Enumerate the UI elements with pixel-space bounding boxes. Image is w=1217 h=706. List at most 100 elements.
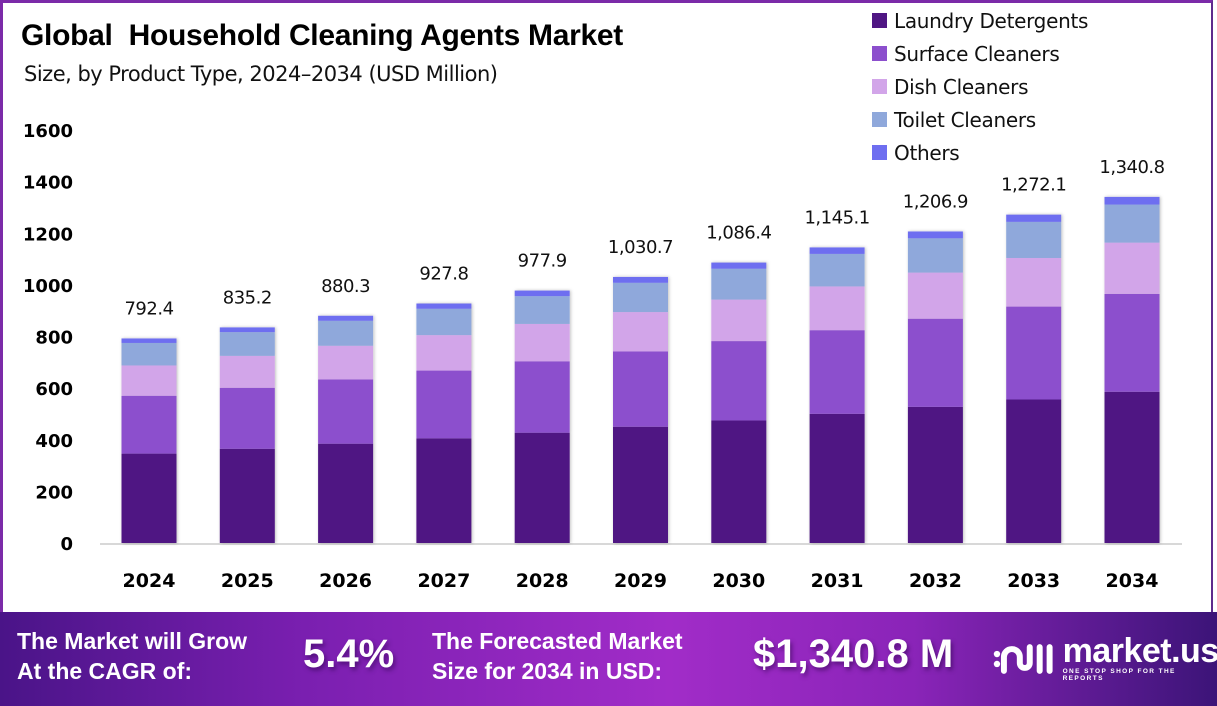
total-data-label: 927.8 (419, 264, 468, 285)
bar-segment (711, 420, 767, 543)
bar-segment (318, 443, 374, 543)
bars (121, 196, 1160, 543)
x-tick-label: 2027 (417, 570, 470, 592)
y-tick-label: 400 (35, 431, 73, 452)
bar-segment (1104, 293, 1160, 392)
forecast-caption-line2: Size for 2034 in USD: (432, 658, 663, 684)
cagr-caption-line1: The Market will Grow (17, 628, 248, 654)
bar-stack (121, 338, 177, 543)
bar-segment (1104, 242, 1160, 294)
bar-segment (809, 253, 865, 287)
bar-segment (907, 318, 963, 407)
bar-segment (219, 332, 275, 356)
total-labels: 792.4 835.2 880.3 927.8 977.9 1,030.7 1,086.4 1… (124, 157, 1165, 320)
bar-stack (613, 276, 668, 543)
bar-segment (318, 315, 374, 321)
x-tick-label: 2034 (1106, 570, 1159, 592)
legend-swatch (872, 112, 887, 127)
bar-segment (613, 276, 668, 283)
bar-segment (514, 290, 570, 297)
bar-segment (514, 432, 570, 543)
x-tick-label: 2029 (614, 570, 667, 592)
legend-item: Surface Cleaners (872, 37, 1088, 70)
total-data-label: 1,206.9 (903, 191, 968, 212)
bar-segment (809, 247, 865, 254)
bar-segment (416, 308, 472, 336)
bar-segment (219, 387, 275, 449)
total-data-label: 1,272.1 (1001, 175, 1066, 196)
bar-segment (907, 406, 963, 543)
bar-segment (416, 303, 472, 309)
x-tick-label: 2028 (516, 570, 569, 592)
bar-segment (907, 272, 963, 319)
bar-segment (711, 341, 767, 421)
forecast-value: $1,340.8 M (753, 632, 954, 676)
total-data-label: 1,145.1 (804, 207, 869, 228)
y-tick-label: 1600 (23, 121, 73, 142)
bar-segment (416, 335, 472, 371)
cagr-caption: The Market will Grow At the CAGR of: (17, 626, 247, 686)
bar-stack (416, 303, 472, 543)
bar-segment (613, 351, 668, 427)
bar-segment (121, 365, 177, 396)
total-data-label: 977.9 (518, 251, 567, 272)
legend-swatch (872, 46, 887, 61)
bar-segment (1006, 221, 1062, 258)
y-tick-label: 1400 (23, 173, 73, 194)
y-axis: 0 200 400 600 800 1000 1200 1400 1600 (23, 121, 73, 555)
legend-swatch (872, 13, 887, 28)
legend-item: Toilet Cleaners (872, 103, 1088, 136)
logo-name: market.us (1062, 632, 1217, 670)
bar-segment (1104, 204, 1160, 243)
y-tick-label: 800 (35, 328, 73, 349)
bar-segment (514, 323, 570, 362)
bar-segment (121, 342, 177, 366)
bar-segment (121, 338, 177, 343)
bar-segment (711, 262, 767, 269)
legend-item: Laundry Detergents (872, 4, 1088, 37)
bar-stack (219, 327, 275, 543)
x-tick-label: 2032 (909, 570, 962, 592)
forecast-caption: The Forecasted Market Size for 2034 in U… (432, 626, 683, 686)
logo-tagline: ONE STOP SHOP FOR THE REPORTS (1062, 668, 1176, 682)
bar-segment (219, 355, 275, 388)
x-tick-label: 2033 (1007, 570, 1060, 592)
legend-label: Surface Cleaners (894, 41, 1060, 66)
market-us-logo-icon (993, 644, 1053, 674)
y-tick-label: 600 (35, 379, 73, 400)
bar-segment (318, 379, 374, 444)
y-tick-label: 1200 (23, 224, 73, 245)
legend-swatch (872, 145, 887, 160)
bar-segment (809, 286, 865, 331)
x-tick-label: 2030 (712, 570, 765, 592)
legend-label: Others (894, 140, 960, 165)
chart-title: Global Household Cleaning Agents Market (21, 19, 623, 52)
chart-subtitle: Size, by Product Type, 2024–2034 (USD Mi… (24, 62, 498, 86)
x-tick-label: 2031 (811, 570, 864, 592)
bar-segment (711, 299, 767, 342)
summary-banner: The Market will Grow At the CAGR of: 5.4… (0, 612, 1217, 706)
bar-stack (809, 247, 865, 543)
bar-segment (219, 327, 275, 333)
bar-segment (1006, 306, 1062, 400)
total-data-label: 880.3 (321, 276, 370, 297)
bar-stack (1006, 214, 1062, 543)
bar-segment (318, 320, 374, 346)
bar-segment (1104, 391, 1160, 543)
x-tick-label: 2024 (123, 570, 176, 592)
bar-stack (1104, 196, 1160, 543)
bar-segment (219, 448, 275, 543)
bar-segment (121, 395, 177, 454)
total-data-label: 792.4 (124, 298, 173, 319)
bar-segment (613, 426, 668, 543)
x-axis: 2024 2025 2026 2027 2028 2029 2030 2031 2032 2033… (123, 570, 1159, 592)
bar-segment (711, 268, 767, 300)
bar-stack (514, 290, 570, 543)
y-tick-label: 200 (35, 482, 73, 503)
bar-segment (416, 370, 472, 439)
bar-segment (416, 438, 472, 543)
bar-segment (514, 296, 570, 324)
bar-segment (907, 238, 963, 273)
legend-item: Others (872, 136, 1088, 169)
